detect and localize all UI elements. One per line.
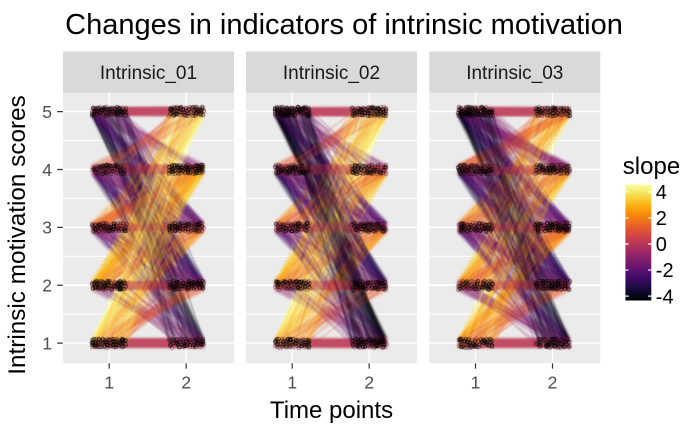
svg-text:Intrinsic_01: Intrinsic_01	[100, 63, 197, 84]
svg-text:5: 5	[42, 102, 52, 122]
svg-text:4: 4	[42, 160, 52, 180]
svg-text:1: 1	[104, 373, 114, 393]
svg-text:0: 0	[656, 234, 667, 256]
svg-text:Intrinsic_02: Intrinsic_02	[283, 63, 380, 84]
svg-text:Time points: Time points	[270, 397, 393, 424]
svg-text:4: 4	[656, 182, 667, 204]
svg-text:2: 2	[42, 276, 52, 296]
svg-text:Changes in indicators of intri: Changes in indicators of intrinsic motiv…	[65, 9, 623, 41]
svg-text:1: 1	[42, 333, 52, 353]
svg-text:slope: slope	[623, 153, 680, 180]
svg-text:2: 2	[548, 373, 558, 393]
svg-text:2: 2	[656, 208, 667, 230]
svg-text:2: 2	[181, 373, 191, 393]
svg-text:-2: -2	[656, 260, 674, 282]
svg-text:-4: -4	[656, 286, 674, 308]
svg-text:1: 1	[287, 373, 297, 393]
svg-text:2: 2	[364, 373, 374, 393]
svg-text:3: 3	[42, 218, 52, 238]
svg-text:1: 1	[471, 373, 481, 393]
svg-text:Intrinsic_03: Intrinsic_03	[466, 63, 563, 84]
svg-text:Intrinsic motivation scores: Intrinsic motivation scores	[4, 95, 31, 375]
